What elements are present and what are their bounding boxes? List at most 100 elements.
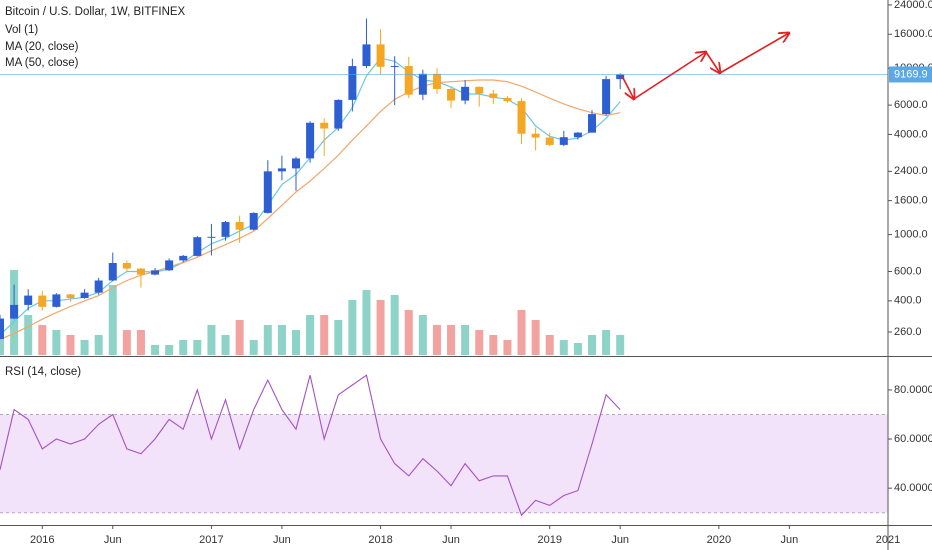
volume-bar (151, 345, 160, 355)
rsi-line (0, 374, 621, 517)
candle-body (559, 137, 568, 145)
volume-bar (545, 335, 554, 355)
moving-average-line (0, 79, 621, 340)
last-price-box (889, 66, 932, 83)
candle-body (179, 255, 188, 261)
legend-volume: Vol (1) (5, 24, 38, 36)
volume-bar (24, 315, 33, 355)
volume-bar (475, 330, 484, 355)
volume-bar (602, 330, 611, 355)
y-tick-label: 1000.0 (894, 229, 928, 241)
volume-bar (306, 315, 315, 355)
candle-body (376, 44, 385, 67)
candle-body (573, 132, 582, 138)
x-tick-label: 2019 (537, 534, 561, 546)
candle-body (531, 133, 540, 138)
volume-bar (503, 340, 512, 355)
volume-bar (292, 330, 300, 355)
rsi-band-layer (0, 413, 888, 514)
y-tick-label: 24000.0 (894, 0, 932, 11)
candle-body (108, 263, 117, 281)
volume-bar (235, 320, 244, 355)
candle-body (207, 236, 216, 238)
candle-body (418, 73, 427, 95)
volume-bar (418, 315, 427, 355)
volume-bar (193, 340, 202, 355)
legend-entry: MA (50, close) (5, 57, 79, 69)
y-tick-label: 260.0 (894, 326, 922, 338)
candle-body (80, 292, 89, 298)
x-tick-label: Jun (780, 534, 798, 546)
candle-body (602, 79, 611, 115)
candle-body (432, 73, 441, 90)
candle-body (503, 97, 512, 102)
marks (0, 18, 888, 517)
volume-bar (108, 285, 117, 355)
volume-bar (179, 340, 188, 355)
volume-bar (362, 290, 371, 355)
x-tick-label: 2020 (707, 534, 731, 546)
candle-body (306, 122, 315, 159)
volume-bar (277, 325, 286, 355)
x-tick-label: 2018 (368, 534, 392, 546)
volume-bar (94, 335, 103, 355)
candle-body (348, 66, 357, 100)
candle-body (52, 294, 61, 307)
arrow (621, 75, 634, 99)
volume-bar (165, 345, 174, 355)
volume-bar (616, 335, 625, 355)
arrow (705, 51, 720, 73)
forecast-arrows (621, 33, 789, 99)
volume-bar (588, 335, 596, 355)
x-tick-label: Jun (273, 534, 291, 546)
candle-body (94, 280, 103, 293)
candle-body (292, 158, 300, 169)
candle-body (517, 101, 526, 134)
candle-body (193, 237, 202, 256)
volume-bar (38, 325, 47, 355)
volume-bar (432, 325, 441, 355)
volume-bar (573, 343, 582, 355)
candle-body (334, 99, 343, 129)
candle-body (0, 318, 4, 339)
volume-bar (263, 325, 272, 355)
y-tick-label: 1600.0 (894, 195, 928, 207)
y-tick-label: 16000.0 (894, 28, 932, 40)
candle-body (122, 263, 131, 269)
y-tick-label: 600.0 (894, 265, 922, 277)
legend-entry: MA (20, close) (5, 41, 79, 53)
volume-bar (489, 335, 498, 355)
x-tick-label: Jun (104, 534, 122, 546)
candle-body (249, 212, 258, 230)
volume-bar (52, 330, 61, 355)
volume-bar (122, 330, 131, 355)
volume-bar (447, 325, 456, 355)
volume-bar (207, 325, 216, 355)
volume-bar (80, 340, 89, 355)
x-tick-label: Jun (442, 534, 460, 546)
candle-body (10, 304, 19, 319)
volume-bar (559, 340, 568, 355)
volume-bar (348, 300, 357, 355)
candle-body (24, 295, 33, 305)
y-tick-label: 400.0 (894, 295, 922, 307)
rsi-title: RSI (14, close) (5, 366, 81, 378)
candle-body (404, 66, 413, 95)
candle-body (165, 260, 174, 271)
rsi-y-tick-label: 40.0000 (894, 482, 932, 494)
candle-body (235, 222, 244, 230)
candle-body (362, 44, 371, 67)
candle-body (545, 137, 554, 145)
volume-bar (390, 295, 399, 355)
volume-bar (136, 330, 145, 355)
candle-body (221, 222, 230, 237)
volume-bar (320, 315, 329, 355)
y-tick-label: 6000.0 (894, 99, 928, 111)
candle-body (66, 294, 75, 298)
volume-bar (517, 310, 526, 355)
candle-body (38, 295, 47, 307)
legend-title: Bitcoin / U.S. Dollar, 1W, BITFINEX (5, 6, 186, 18)
candle-body (390, 66, 399, 68)
